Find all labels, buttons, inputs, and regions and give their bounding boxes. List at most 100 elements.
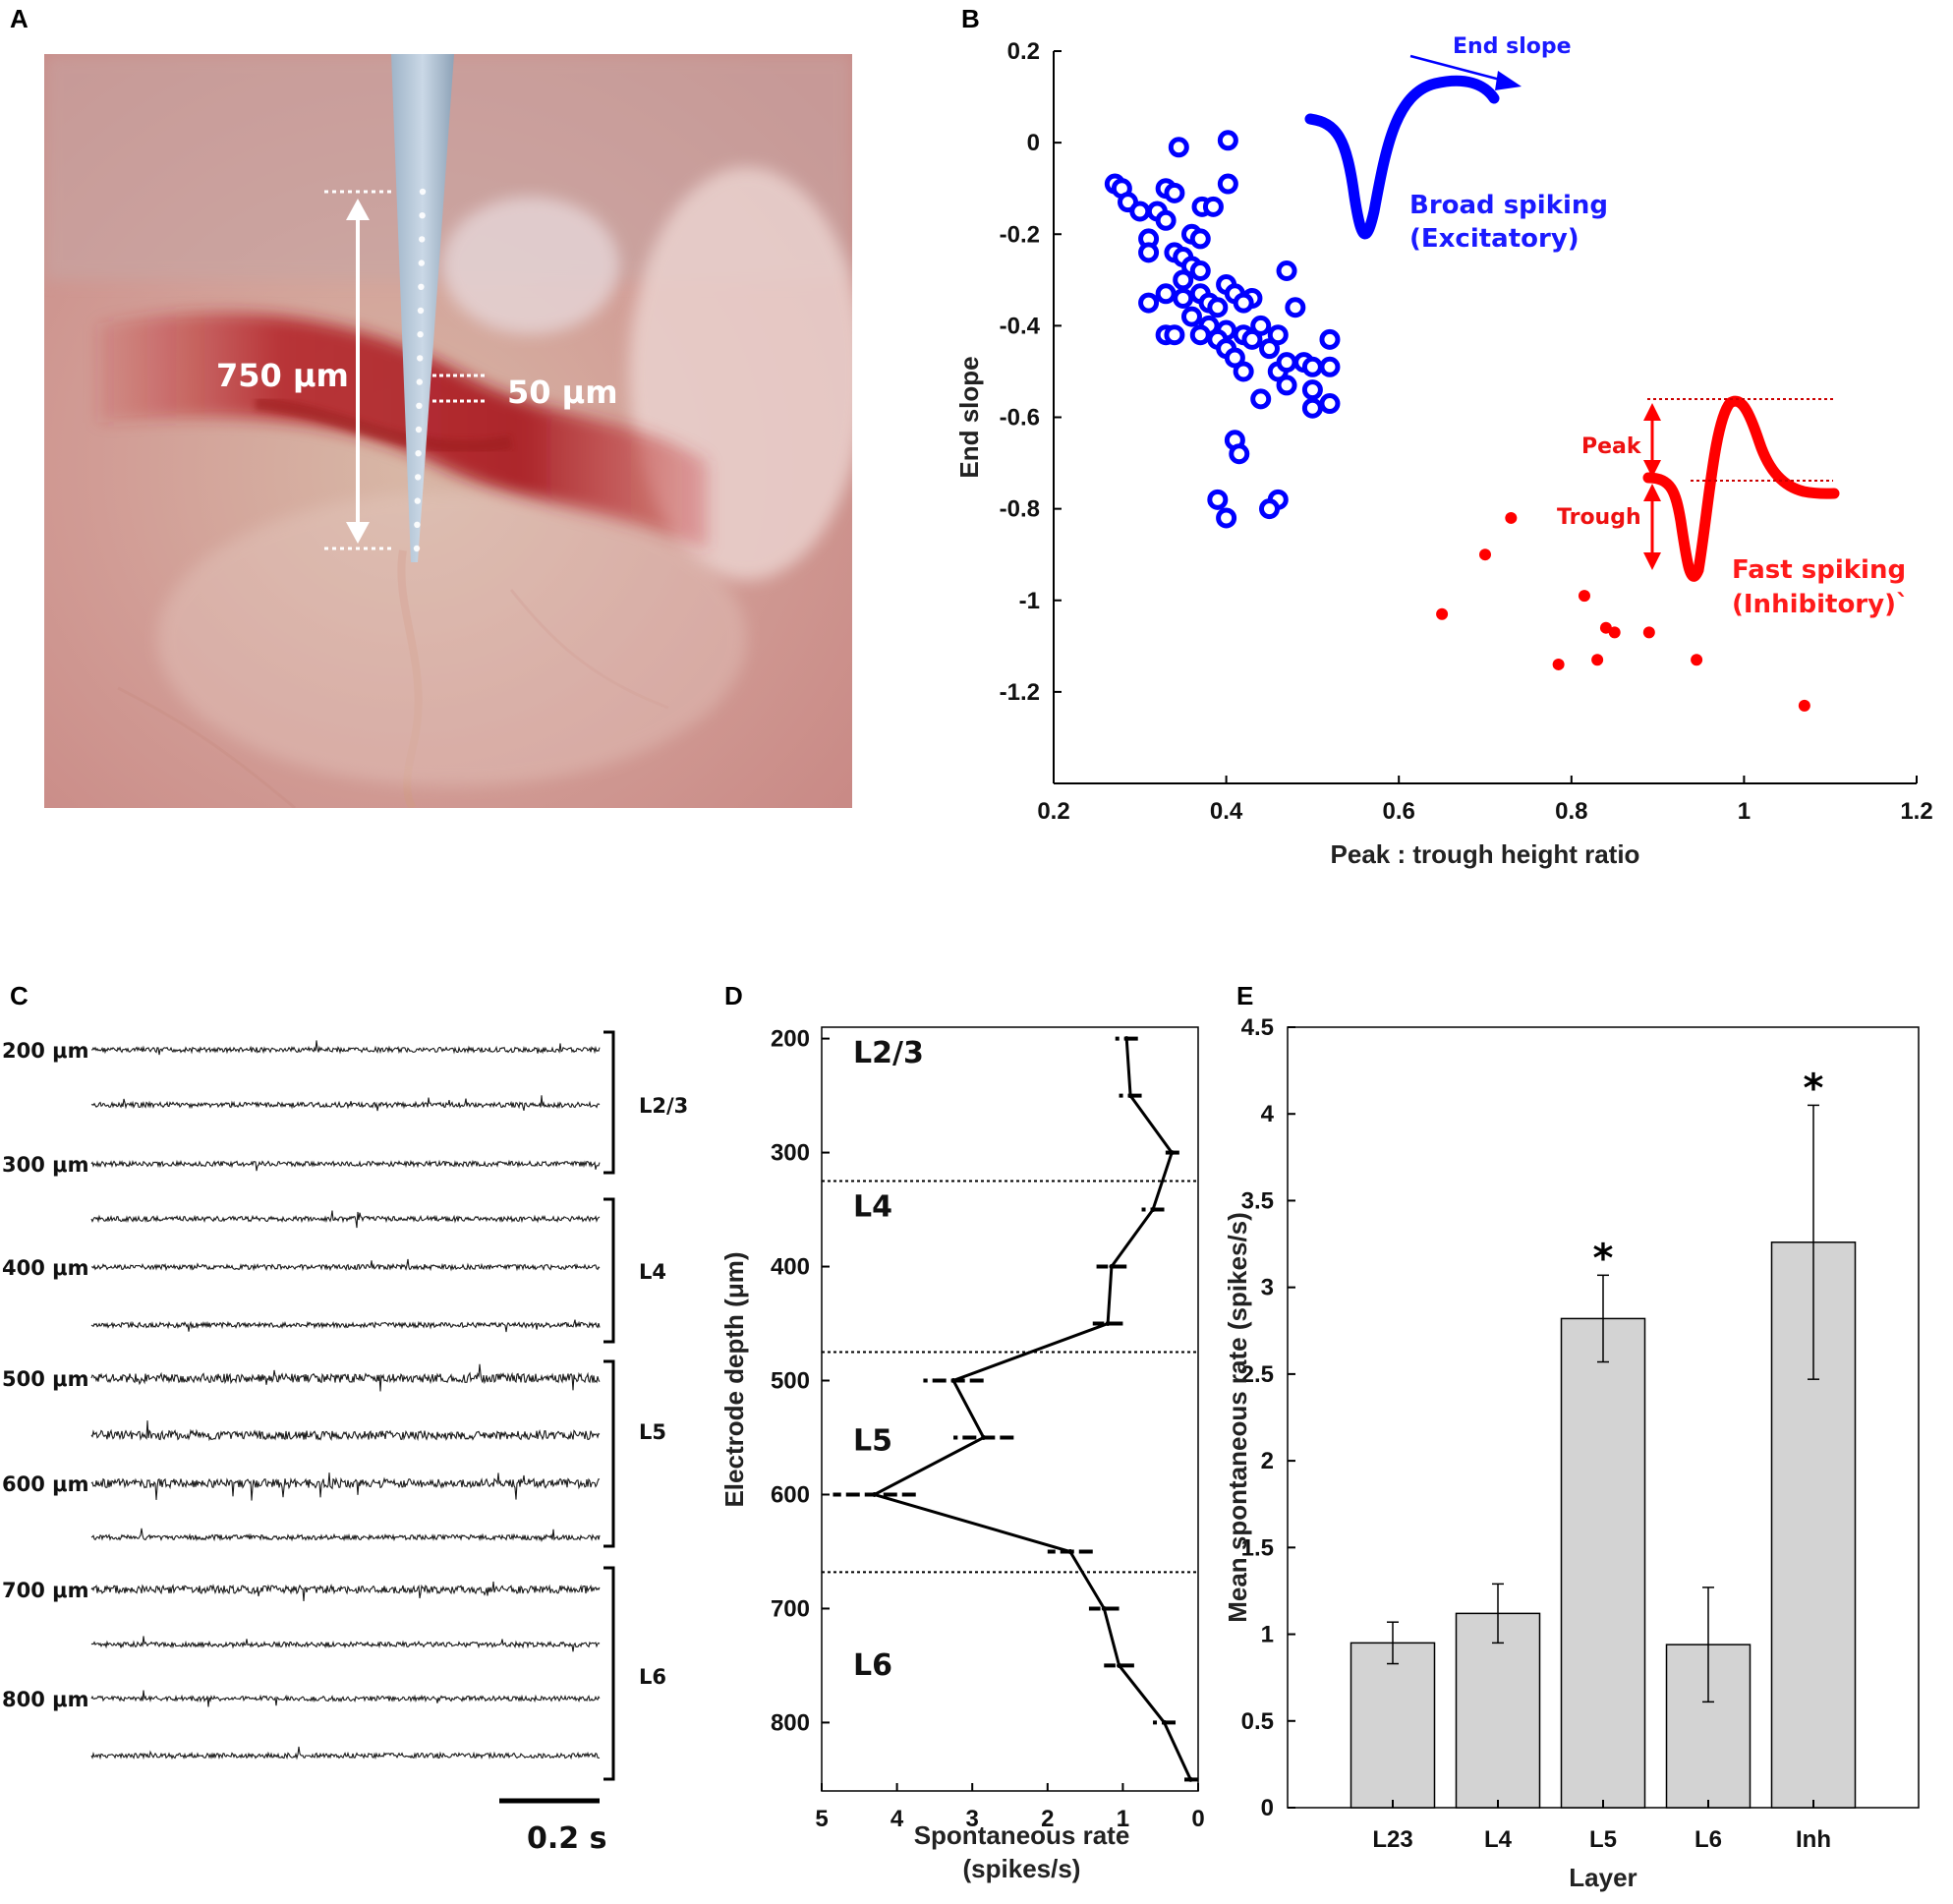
excitatory-point (1138, 242, 1160, 263)
voltage-trace (90, 1159, 601, 1172)
excitatory-point (1301, 356, 1323, 377)
fast-spiking-waveform (1642, 395, 1840, 582)
x-tick-label: 1 (1738, 798, 1751, 825)
inhibitory-label: (Inhibitory)` (1732, 590, 1909, 619)
layer-bracket (603, 1566, 615, 1781)
layer-bracket (603, 1197, 615, 1344)
voltage-trace (90, 1472, 601, 1501)
y-tick-label: 0 (1261, 1795, 1274, 1821)
electrode-sites (413, 188, 427, 552)
excitatory-point (1217, 173, 1238, 195)
excitatory-point (1319, 328, 1341, 350)
layer-label-l6: L6 (853, 1648, 892, 1683)
y-axis-title: Electrode depth (μm) (719, 1251, 749, 1507)
rate-point (1109, 1264, 1115, 1270)
excitatory-point (1217, 130, 1238, 151)
panel-a-photo: 750 μm 50 μm (44, 54, 852, 808)
rate-point (1067, 1548, 1073, 1554)
voltage-trace (90, 1210, 601, 1229)
excitatory-point (1250, 315, 1272, 336)
y-tick-label: 2.5 (1241, 1361, 1274, 1388)
excitatory-point (1301, 397, 1323, 419)
electrode-site (418, 260, 425, 266)
y-tick-label: 600 (771, 1481, 810, 1508)
rate-point (872, 1491, 878, 1497)
inhibitory-point (1691, 654, 1703, 666)
electrode-site (417, 355, 424, 362)
significance-star: * (1593, 1236, 1614, 1281)
rate-point (950, 1378, 956, 1384)
voltage-trace (90, 1690, 601, 1707)
panel-a-letter: A (10, 4, 29, 33)
blood-vessel (98, 313, 708, 550)
y-tick-label: 0 (1027, 130, 1040, 156)
depth-label: 300 μm (2, 1153, 88, 1177)
depth-label: 600 μm (2, 1472, 88, 1496)
layer-bracket-label: L2/3 (639, 1094, 688, 1118)
depth-profile-plot-d: 200 300 400 500 600 700 800 5 4 3 2 1 0 L2/3 L4 L5 L6 Spo… (719, 1026, 1205, 1883)
y-tick-label: 1 (1261, 1622, 1274, 1648)
y-tick-label: 200 (771, 1026, 810, 1053)
electrode-site (413, 545, 421, 552)
excitatory-point (1259, 338, 1280, 360)
rate-point (981, 1434, 987, 1440)
voltage-trace (90, 1258, 601, 1272)
time-scale-label: 0.2 s (527, 1821, 606, 1856)
excitatory-point (1233, 361, 1254, 382)
x-tick-label: 1 (1117, 1806, 1129, 1832)
excitatory-point (1259, 498, 1280, 520)
excitatory-point (1173, 269, 1194, 291)
y-tick-label: 3.5 (1241, 1187, 1274, 1214)
y-tick-label: -0.8 (1000, 496, 1040, 523)
broad-spiking-label: Broad spiking (1409, 191, 1608, 220)
voltage-trace (90, 1746, 601, 1760)
x-tick-label: 0 (1191, 1806, 1204, 1832)
significance-star: * (1804, 1066, 1824, 1111)
depth-label: 200 μm (2, 1039, 88, 1063)
electrode-shank (391, 54, 454, 562)
inhibitory-point (1599, 621, 1612, 634)
depth-label: 500 μm (2, 1367, 88, 1391)
excitatory-point (1189, 228, 1211, 250)
panel-b-letter: B (961, 4, 980, 33)
y-tick-label: 3 (1261, 1275, 1274, 1301)
excitatory-point (1276, 352, 1297, 374)
y-tick-label: 400 (771, 1254, 810, 1281)
electrode-site (417, 331, 424, 338)
bar-l23 (1350, 1642, 1436, 1809)
x-tick-label: L4 (1484, 1826, 1513, 1853)
x-tick-label: 1.2 (1900, 798, 1932, 825)
electrode-site (419, 188, 427, 196)
x-tick-label: 0.4 (1210, 798, 1243, 825)
fast-spiking-label: Fast spiking (1732, 555, 1906, 585)
y-tick-label: 0.5 (1241, 1708, 1274, 1735)
electrode-site (415, 450, 422, 457)
electrode-site (415, 426, 423, 433)
excitatory-point (1155, 283, 1177, 305)
y-tick-label: -0.4 (1000, 313, 1041, 339)
excitatory-point (1319, 356, 1341, 377)
layer-bracket (603, 1030, 615, 1175)
excitatory-point (1250, 388, 1272, 410)
depth-label: 400 μm (2, 1256, 88, 1280)
depth-label: 800 μm (2, 1688, 88, 1711)
voltage-trace (90, 1363, 601, 1392)
scatter-plot-b: 0.2 0 -0.2 -0.4 -0.6 -0.8 -1 -1.2 0.2 0.4 0.6 0.8 1 1… (954, 38, 1933, 869)
y-tick-label: 2 (1261, 1448, 1274, 1474)
excitatory-point (1168, 137, 1189, 158)
voltage-trace (90, 1420, 601, 1442)
x-tick-label: L23 (1372, 1826, 1412, 1853)
electrode-site (418, 283, 425, 290)
y-tick-label: 500 (771, 1368, 810, 1395)
excitatory-point (1164, 182, 1185, 203)
y-axis-title: Mean spontaneous rate (spikes/s) (1223, 1212, 1252, 1623)
excitatory-point (1276, 375, 1297, 396)
raw-traces-panel: 200 μm 300 μm 400 μm 500 μm 600 μm 700 μm 800 … (2, 1030, 688, 1856)
x-tick-label: Inh (1796, 1826, 1831, 1853)
voltage-trace (90, 1095, 601, 1112)
x-tick-label: 0.2 (1037, 798, 1069, 825)
electrode-site (415, 474, 422, 481)
end-slope-arrow (1409, 54, 1505, 83)
layer-bracket-label: L5 (639, 1420, 666, 1444)
